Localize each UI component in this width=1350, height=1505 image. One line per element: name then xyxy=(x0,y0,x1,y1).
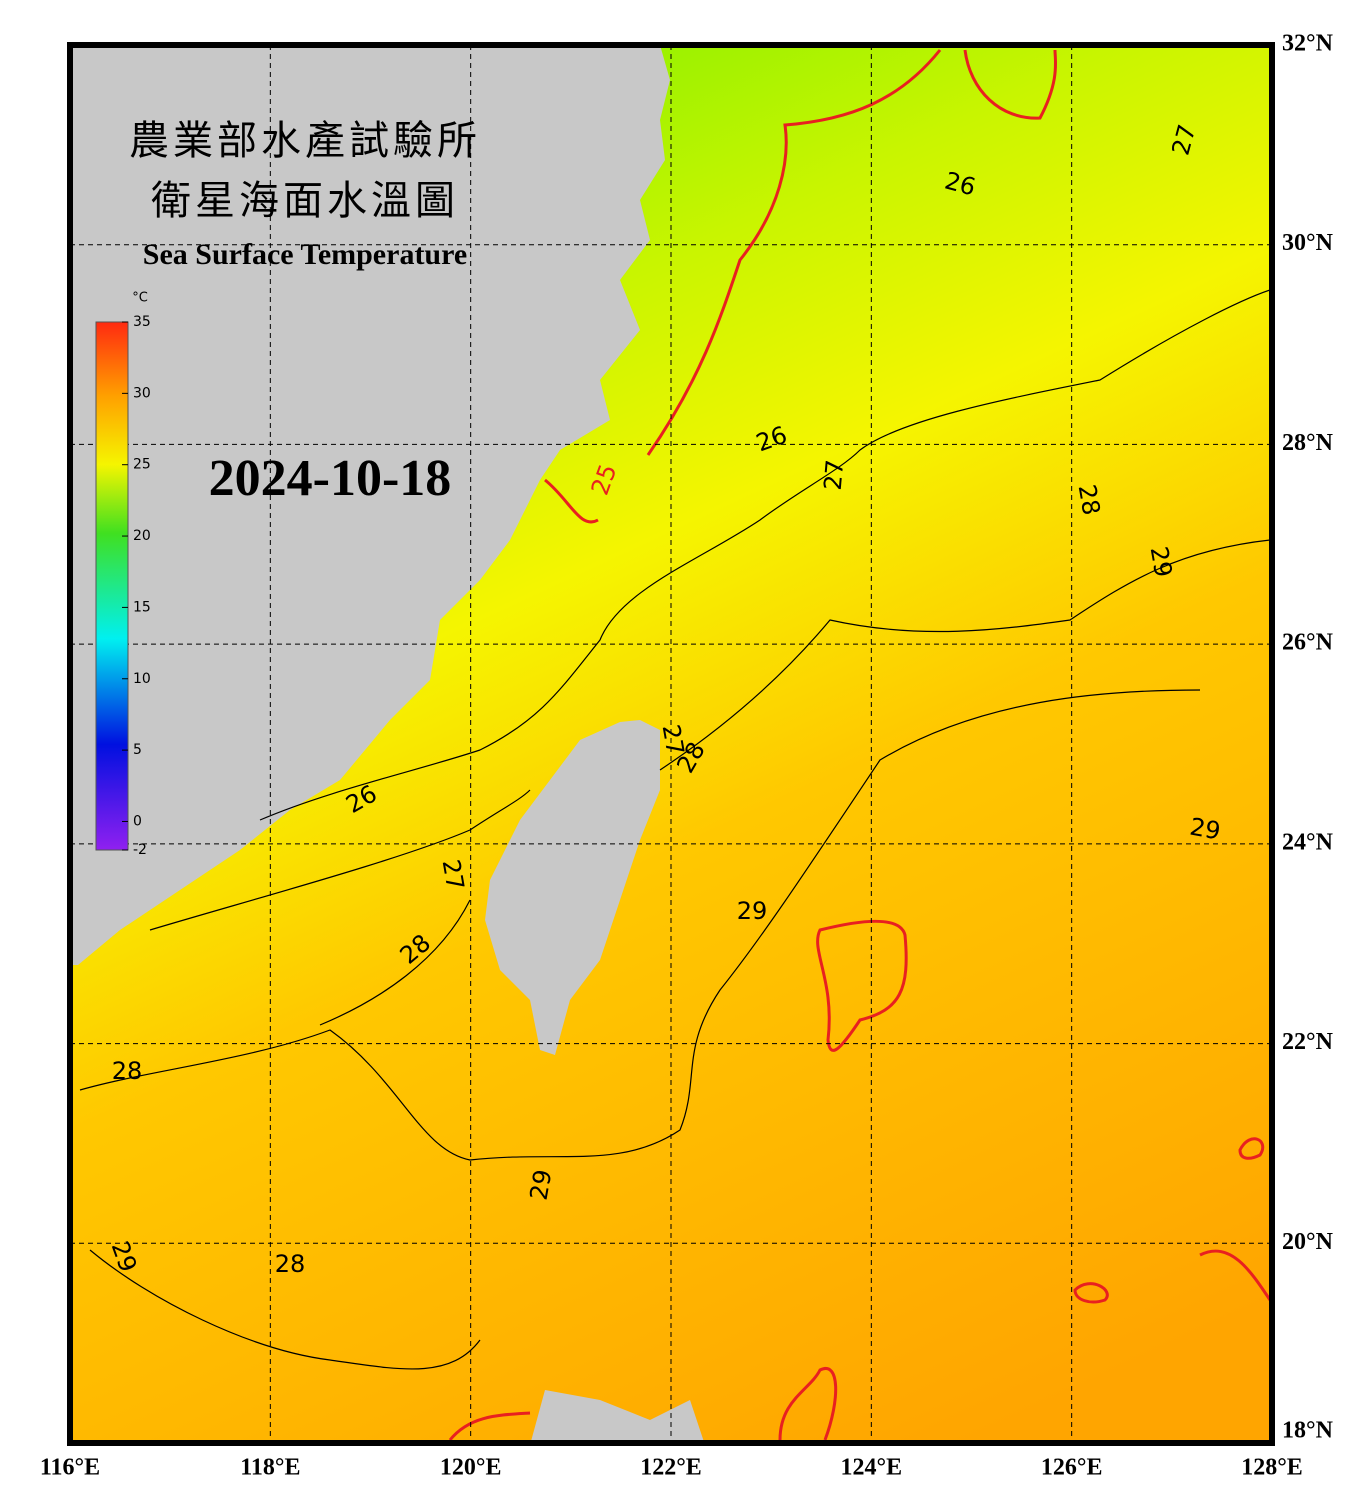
lon-label: 116°E xyxy=(40,1455,100,1481)
contour-30 xyxy=(816,919,908,1052)
luzon xyxy=(531,1390,704,1441)
contour-label: 28 xyxy=(275,1250,306,1278)
colorbar-tick-label: 5 xyxy=(133,742,142,758)
lat-label: 20°N xyxy=(1282,1229,1334,1255)
title-en: Sea Surface Temperature xyxy=(143,238,467,271)
contour xyxy=(259,289,1270,821)
contour-label: 29 xyxy=(525,1167,558,1202)
lat-label: 18°N xyxy=(1282,1418,1334,1444)
lon-label: 120°E xyxy=(440,1455,502,1481)
lat-label: 32°N xyxy=(1282,31,1334,57)
lon-label: 128°E xyxy=(1241,1455,1303,1481)
mainland xyxy=(72,47,670,965)
title-zh-2: 衛星海面水溫圖 xyxy=(151,178,459,223)
title-zh-1: 農業部水產試驗所 xyxy=(129,118,481,163)
colorbar-ticks: 35 30 25 20 15 10 5 0 -2 xyxy=(122,314,151,858)
lon-label: 126°E xyxy=(1041,1455,1103,1481)
land xyxy=(72,47,704,1441)
colorbar-tick-label: 25 xyxy=(133,457,151,473)
contour-label: 29 xyxy=(1188,813,1223,846)
contour xyxy=(79,689,1201,1161)
contour-25 xyxy=(544,478,599,524)
colorbar-tick-label: -2 xyxy=(133,842,147,858)
contours xyxy=(79,49,1270,1441)
date: 2024-10-18 xyxy=(209,450,452,507)
contour-label: 29 xyxy=(1145,544,1178,579)
lat-label: 26°N xyxy=(1282,630,1334,656)
contour-30 xyxy=(448,1411,531,1441)
contour-30 xyxy=(1073,1137,1270,1304)
colorbar-tick-label: 0 xyxy=(133,813,142,829)
contour xyxy=(149,789,531,931)
colorbar xyxy=(95,321,129,851)
contour-30 xyxy=(778,1366,838,1441)
map-frame xyxy=(67,42,1275,1446)
lon-label: 122°E xyxy=(640,1455,702,1481)
lon-label: 124°E xyxy=(841,1455,903,1481)
lat-label: 30°N xyxy=(1282,230,1334,256)
lat-label: 22°N xyxy=(1282,1029,1334,1055)
contour-label: 28 xyxy=(1073,482,1106,517)
colorbar-unit: °C xyxy=(132,291,148,306)
contour-25 xyxy=(646,49,942,456)
contour-labels: 26 27 26 27 25 28 29 27 28 26 27 29 29 2… xyxy=(106,121,1223,1278)
colorbar-tick-label: 20 xyxy=(133,528,151,544)
colorbar-tick-label: 30 xyxy=(133,385,151,401)
contour-label: 28 xyxy=(112,1057,143,1085)
contour-label: 27 xyxy=(437,857,470,892)
contour-label: 27 xyxy=(657,722,690,757)
contour xyxy=(319,539,1270,1026)
contour-25 xyxy=(963,49,1058,120)
taiwan xyxy=(485,720,660,1055)
contour-label: 29 xyxy=(737,897,768,925)
contour-label: 27 xyxy=(819,458,850,491)
colorbar-tick-label: 35 xyxy=(133,314,151,330)
lon-label: 118°E xyxy=(240,1455,300,1481)
lat-label: 28°N xyxy=(1282,430,1334,456)
lat-label: 24°N xyxy=(1282,829,1334,855)
colorbar-tick-label: 15 xyxy=(133,599,151,615)
contour xyxy=(89,1249,481,1370)
colorbar-tick-label: 10 xyxy=(133,671,151,687)
